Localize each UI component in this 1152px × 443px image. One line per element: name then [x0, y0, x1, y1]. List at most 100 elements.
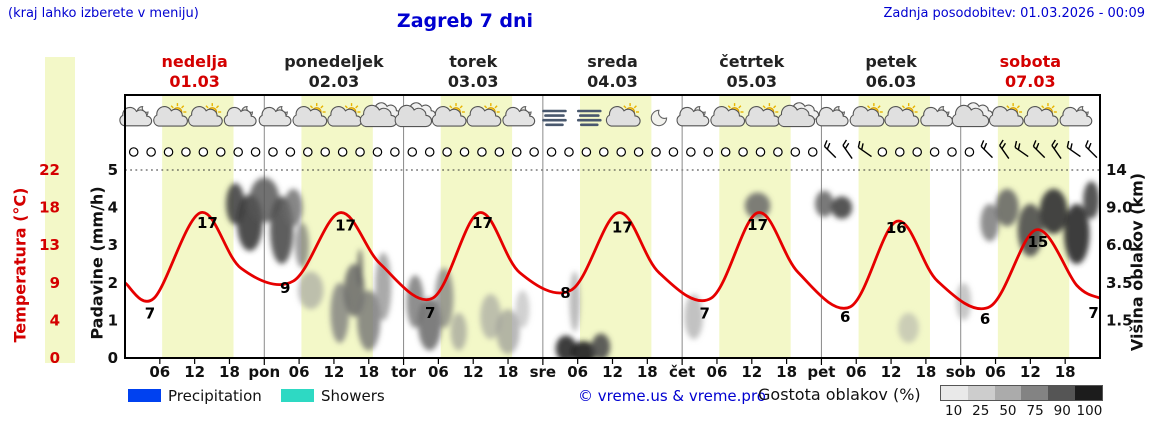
- day-date: 04.03: [587, 72, 638, 91]
- svg-text:06: 06: [149, 363, 170, 381]
- cloud-cover-circle: [755, 147, 766, 157]
- density-tick: 90: [1053, 403, 1071, 419]
- cloud-cover-circle: [964, 147, 975, 157]
- cloud-cover-circle: [790, 147, 801, 157]
- cloud-cover-circle: [303, 147, 313, 157]
- wind-barb: [823, 140, 837, 159]
- day-name: sreda: [587, 52, 638, 71]
- svg-text:17: 17: [747, 216, 768, 234]
- cloud-cover-circle: [285, 147, 296, 157]
- density-segment: [1021, 386, 1049, 400]
- svg-text:6: 6: [840, 308, 850, 326]
- moon-cloud-icon: [676, 106, 710, 127]
- copyright-link[interactable]: © vreme.us & vreme.pro: [578, 387, 766, 405]
- cloud-cover-circle: [564, 147, 574, 157]
- svg-text:18: 18: [776, 363, 797, 381]
- wind-barb: [1051, 139, 1062, 159]
- cloud-height-ticks: 14 9.0 6.0 3.5 1.5: [1106, 161, 1133, 329]
- cloud-cover-circle: [233, 147, 243, 157]
- precipitation-swatch: [128, 389, 161, 402]
- fog-icon: [542, 109, 567, 127]
- svg-text:7: 7: [700, 305, 710, 323]
- svg-text:3.5: 3.5: [1106, 274, 1133, 292]
- day-date: 06.03: [865, 72, 917, 91]
- svg-text:18: 18: [358, 363, 379, 381]
- svg-text:12: 12: [323, 363, 344, 381]
- cloud-cover-circle: [494, 147, 505, 157]
- svg-text:06: 06: [985, 363, 1006, 381]
- svg-text:06: 06: [707, 363, 728, 381]
- cloud-cover-circle: [581, 147, 592, 157]
- svg-text:17: 17: [335, 217, 356, 235]
- svg-text:9: 9: [280, 279, 290, 297]
- svg-text:1.5: 1.5: [1106, 311, 1133, 329]
- sun-cloud-icon: [1023, 103, 1059, 127]
- svg-text:15: 15: [1027, 233, 1048, 251]
- svg-text:čet: čet: [669, 363, 695, 381]
- sun-cloud-icon: [292, 103, 328, 127]
- svg-text:17: 17: [612, 218, 633, 236]
- precip-ticks: 5 4 3 2 1 0: [108, 161, 118, 367]
- density-segment: [967, 386, 995, 400]
- svg-text:9.0: 9.0: [1106, 199, 1133, 217]
- svg-text:6: 6: [980, 310, 990, 328]
- svg-text:17: 17: [472, 214, 493, 232]
- density-tick: 10: [944, 403, 963, 419]
- svg-text:9: 9: [50, 274, 60, 292]
- wind-barb: [857, 140, 872, 158]
- left-axis-strip: [45, 57, 75, 363]
- cloud-cover-circle: [546, 147, 557, 157]
- svg-text:1: 1: [108, 311, 118, 329]
- svg-text:13: 13: [39, 236, 60, 254]
- cloud-cover-circle: [651, 147, 661, 157]
- svg-text:5: 5: [108, 161, 118, 179]
- wind-barb: [1032, 140, 1046, 159]
- sun-cloud-icon: [466, 103, 502, 127]
- cloud-cover-circle: [337, 147, 348, 157]
- x-axis-labels: 06 12 18 pon 06 12 18 tor 06 12 18 sre 06 12 18 čet 06 12…: [149, 363, 1075, 381]
- wind-barb: [842, 139, 853, 159]
- showers-swatch: [281, 389, 314, 402]
- svg-text:sob: sob: [946, 363, 976, 381]
- day-date: 03.03: [447, 72, 499, 91]
- day-header-sobota: sobota 07.03: [961, 52, 1100, 92]
- cloud-density-scale: [940, 385, 1103, 401]
- svg-text:18: 18: [1055, 363, 1076, 381]
- day-header-ponedeljek: ponedeljek 02.03: [264, 52, 403, 92]
- showers-label: Showers: [321, 387, 385, 405]
- sun-cloud-icon: [431, 103, 467, 127]
- moon-icon: [650, 109, 668, 127]
- svg-text:14: 14: [1106, 161, 1127, 179]
- cloud-cover-circle: [320, 147, 331, 157]
- svg-text:pon: pon: [248, 363, 280, 381]
- cloud-density-blobs: [225, 177, 1100, 358]
- wind-barb: [1066, 140, 1081, 158]
- cloud-cover-circle: [268, 147, 278, 157]
- svg-text:06: 06: [846, 363, 867, 381]
- day-name: ponedeljek: [284, 52, 384, 71]
- svg-text:16: 16: [886, 219, 907, 237]
- moon-cloud-icon: [119, 106, 153, 127]
- page-title: Zagreb 7 dni: [396, 10, 534, 32]
- svg-text:8: 8: [560, 284, 570, 302]
- cloud-density-ticks: 10 25 50 75 90 100: [940, 403, 1103, 419]
- sun-cloud-icon: [188, 103, 223, 127]
- sun-cloud-icon: [153, 103, 188, 127]
- svg-text:0: 0: [108, 349, 118, 367]
- cloud-cover-circle: [215, 147, 226, 157]
- cloud-cover-circle: [703, 147, 714, 157]
- svg-text:pet: pet: [807, 363, 835, 381]
- day-date: 02.03: [308, 72, 360, 91]
- svg-text:22: 22: [39, 161, 60, 179]
- cloud-cover-circle: [459, 147, 470, 157]
- day-name: četrtek: [719, 52, 785, 71]
- daylight-bands: [162, 95, 1070, 358]
- day-boundaries: [263, 95, 962, 358]
- sun-cloud-icon: [988, 103, 1024, 127]
- cloud-icon: [359, 102, 402, 128]
- last-update-text: Zadnja posodobitev: 01.03.2026 - 00:09: [883, 6, 1145, 21]
- moon-cloud-icon: [223, 106, 257, 127]
- cloud-density-label: Gostota oblakov (%): [758, 385, 921, 404]
- cloud-icon: [394, 102, 437, 128]
